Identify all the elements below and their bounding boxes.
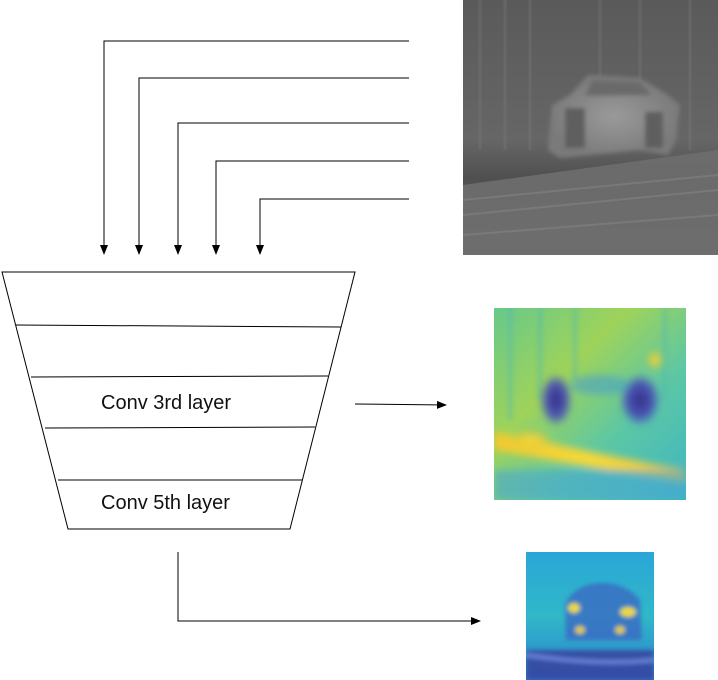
input-arrow-1 xyxy=(100,40,409,255)
layer-divider-3 xyxy=(44,426,316,429)
layer-label-conv5: Conv 5th layer xyxy=(101,492,230,514)
truck-shape xyxy=(548,75,680,158)
input-arrow-2 xyxy=(135,77,409,255)
network-outline xyxy=(1,271,356,530)
conv3-heatmap xyxy=(494,308,686,500)
input-arrow-5 xyxy=(256,198,409,255)
layer-divider-1 xyxy=(15,324,342,328)
conv3-output-arrow xyxy=(354,400,447,409)
input-arrow-4 xyxy=(212,160,409,255)
input-arrow-3 xyxy=(174,122,409,255)
thermal-input-image xyxy=(463,0,718,255)
conv5-output-arrow xyxy=(177,552,481,625)
conv5-heatmap xyxy=(526,552,654,680)
layer-label-conv3: Conv 3rd layer xyxy=(101,392,232,414)
layer-divider-2 xyxy=(30,375,329,378)
cnn-network xyxy=(1,271,356,530)
input-arrows xyxy=(100,40,409,255)
